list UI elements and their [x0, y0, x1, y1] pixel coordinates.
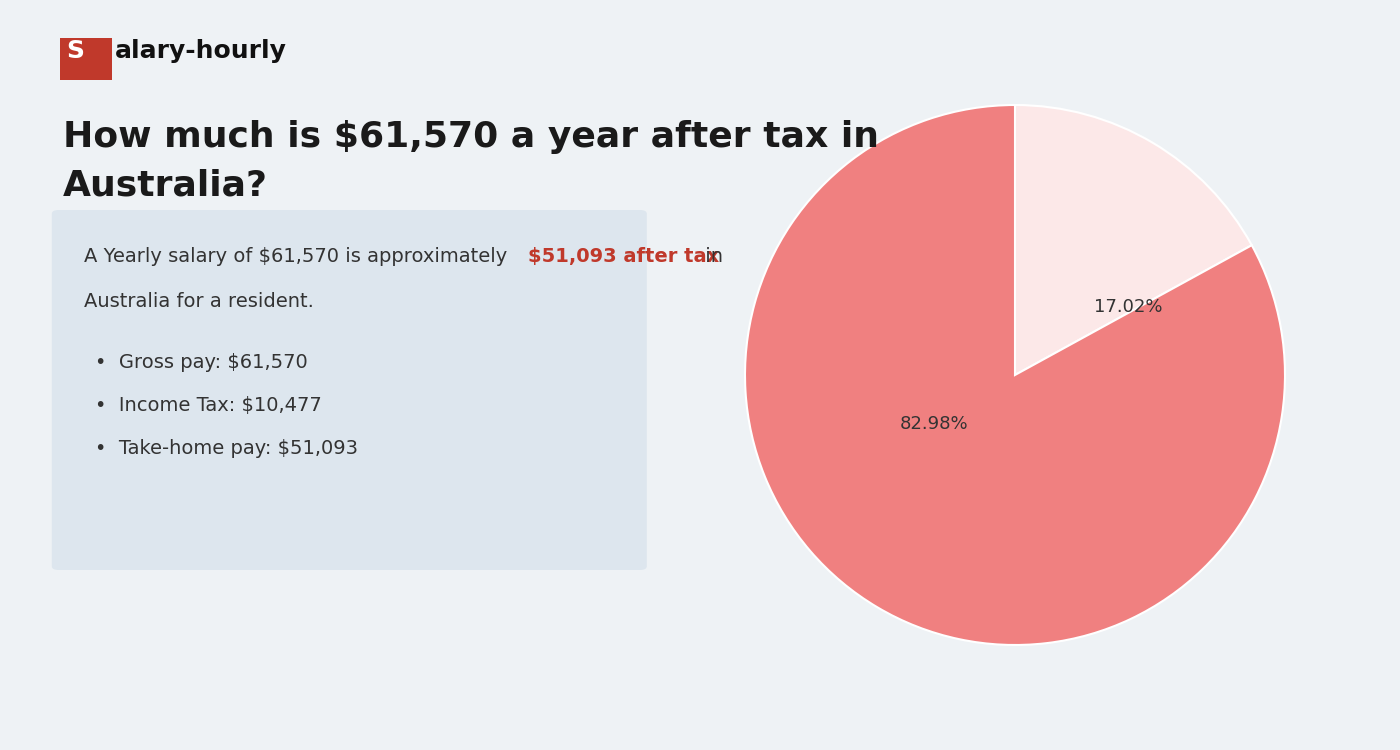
Text: •  Take-home pay: $51,093: • Take-home pay: $51,093 — [95, 440, 358, 458]
Text: alary-hourly: alary-hourly — [115, 39, 287, 63]
Text: •  Gross pay: $61,570: • Gross pay: $61,570 — [95, 352, 308, 371]
Text: Australia for a resident.: Australia for a resident. — [84, 292, 314, 311]
Text: in: in — [699, 248, 722, 266]
Text: Australia?: Australia? — [63, 169, 267, 202]
Wedge shape — [745, 105, 1285, 645]
Wedge shape — [1015, 105, 1252, 375]
Text: 82.98%: 82.98% — [900, 415, 969, 433]
Text: 17.02%: 17.02% — [1095, 298, 1162, 316]
Text: S: S — [66, 39, 84, 63]
Text: $51,093 after tax: $51,093 after tax — [528, 248, 718, 266]
Text: How much is $61,570 a year after tax in: How much is $61,570 a year after tax in — [63, 120, 879, 154]
Text: A Yearly salary of $61,570 is approximately: A Yearly salary of $61,570 is approximat… — [84, 248, 514, 266]
Text: •  Income Tax: $10,477: • Income Tax: $10,477 — [95, 396, 322, 415]
